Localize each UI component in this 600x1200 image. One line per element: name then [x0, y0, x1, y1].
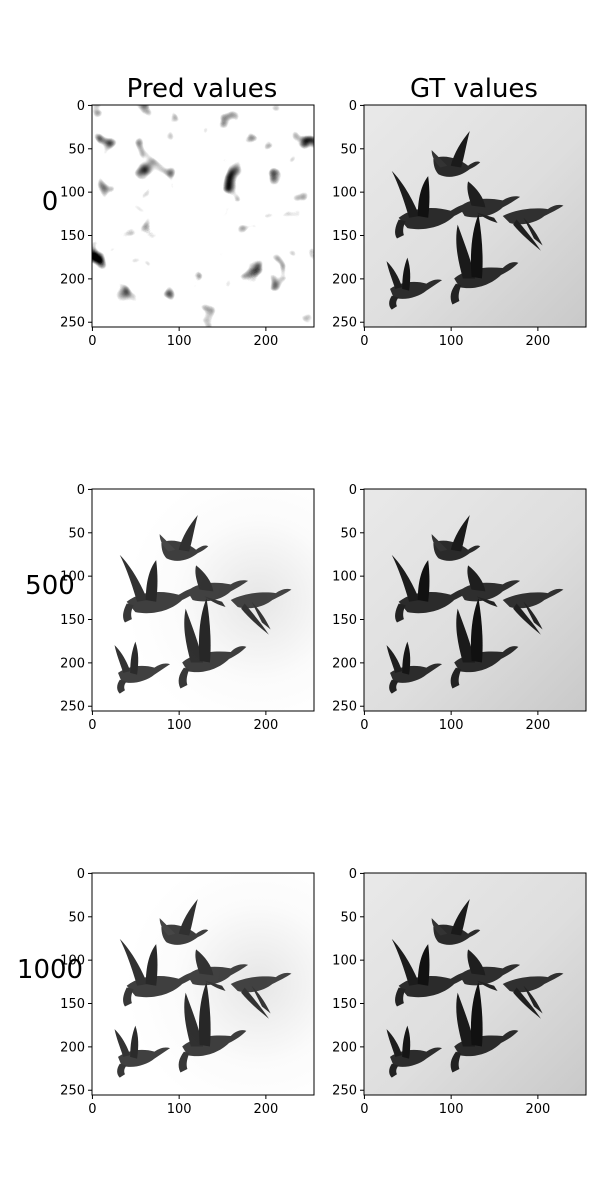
- gt-iter-0-image: [364, 105, 586, 327]
- x-tick-label: 200: [253, 718, 278, 733]
- row-label-iter-500: 500: [25, 571, 75, 601]
- y-tick-label: 0: [349, 99, 357, 114]
- pred-iter-1000-panel: 0 100 200 0 50 100 150 200 250: [60, 867, 315, 1117]
- gt-iter-1000-frame: [363, 872, 587, 1096]
- y-tick-label: 150: [60, 229, 85, 244]
- x-tick-label: 200: [525, 334, 550, 349]
- pred-iter-500-panel: 0 100 200 0 50 100 150 200 250: [60, 483, 315, 733]
- y-tick-label: 250: [332, 316, 357, 331]
- gt-iter-0-panel: 0 100 200 0 50 100 150 200 250: [332, 99, 587, 349]
- y-tick-label: 150: [60, 613, 85, 628]
- column-title-gt: GT values: [410, 74, 538, 104]
- y-tick-label: 250: [60, 1084, 85, 1099]
- y-tick-label: 100: [332, 954, 357, 969]
- pred-iter-500-image: [92, 489, 314, 711]
- y-tick-label: 50: [340, 526, 357, 541]
- y-tick-label: 50: [340, 142, 357, 157]
- y-tick-label: 200: [332, 656, 357, 671]
- gt-iter-500-frame: [363, 488, 587, 712]
- x-tick-label: 0: [360, 718, 368, 733]
- y-tick-label: 0: [77, 483, 85, 498]
- row-label-iter-0: 0: [42, 187, 59, 217]
- pred-iter-500-frame: [91, 488, 315, 712]
- y-tick-label: 100: [332, 570, 357, 585]
- y-tick-label: 100: [60, 954, 85, 969]
- gt-iter-1000-panel: 0 100 200 0 50 100 150 200 250: [332, 867, 587, 1117]
- y-tick-label: 50: [68, 910, 85, 925]
- x-tick-label: 200: [525, 718, 550, 733]
- pred-iter-0-image: [92, 105, 314, 327]
- y-tick-label: 0: [77, 867, 85, 882]
- x-tick-label: 100: [439, 334, 464, 349]
- x-tick-label: 0: [88, 1102, 96, 1117]
- x-tick-label: 100: [167, 718, 192, 733]
- x-tick-label: 0: [360, 334, 368, 349]
- y-tick-label: 200: [332, 272, 357, 287]
- y-tick-label: 150: [332, 613, 357, 628]
- x-tick-label: 100: [439, 718, 464, 733]
- y-tick-label: 50: [340, 910, 357, 925]
- y-tick-label: 0: [349, 867, 357, 882]
- pred-iter-0-panel: 0 100 200 0 50 100 150 200 250: [60, 99, 315, 349]
- y-tick-label: 0: [77, 99, 85, 114]
- y-tick-label: 200: [332, 1040, 357, 1055]
- y-tick-label: 200: [60, 272, 85, 287]
- y-tick-label: 250: [60, 700, 85, 715]
- x-tick-label: 100: [167, 334, 192, 349]
- pred-iter-1000-image: [92, 873, 314, 1095]
- y-tick-label: 100: [332, 186, 357, 201]
- y-tick-label: 0: [349, 483, 357, 498]
- y-tick-label: 150: [332, 229, 357, 244]
- column-title-pred: Pred values: [127, 74, 278, 104]
- y-tick-label: 150: [332, 997, 357, 1012]
- x-tick-label: 200: [253, 1102, 278, 1117]
- y-tick-label: 100: [60, 570, 85, 585]
- x-tick-label: 0: [88, 334, 96, 349]
- y-tick-label: 100: [60, 186, 85, 201]
- pred-iter-0-frame: [91, 104, 315, 328]
- y-tick-label: 250: [60, 316, 85, 331]
- y-tick-label: 250: [332, 1084, 357, 1099]
- y-tick-label: 50: [68, 142, 85, 157]
- x-tick-label: 200: [525, 1102, 550, 1117]
- y-tick-label: 150: [60, 997, 85, 1012]
- row-label-iter-1000: 1000: [17, 955, 83, 985]
- x-tick-label: 0: [88, 718, 96, 733]
- x-tick-label: 0: [360, 1102, 368, 1117]
- gt-iter-0-frame: [363, 104, 587, 328]
- x-tick-label: 100: [439, 1102, 464, 1117]
- x-tick-label: 100: [167, 1102, 192, 1117]
- x-tick-label: 200: [253, 334, 278, 349]
- gt-iter-1000-image: [364, 873, 586, 1095]
- y-tick-label: 50: [68, 526, 85, 541]
- y-tick-label: 200: [60, 1040, 85, 1055]
- gt-iter-500-panel: 0 100 200 0 50 100 150 200 250: [332, 483, 587, 733]
- y-tick-label: 200: [60, 656, 85, 671]
- pred-iter-1000-frame: [91, 872, 315, 1096]
- gt-iter-500-image: [364, 489, 586, 711]
- y-tick-label: 250: [332, 700, 357, 715]
